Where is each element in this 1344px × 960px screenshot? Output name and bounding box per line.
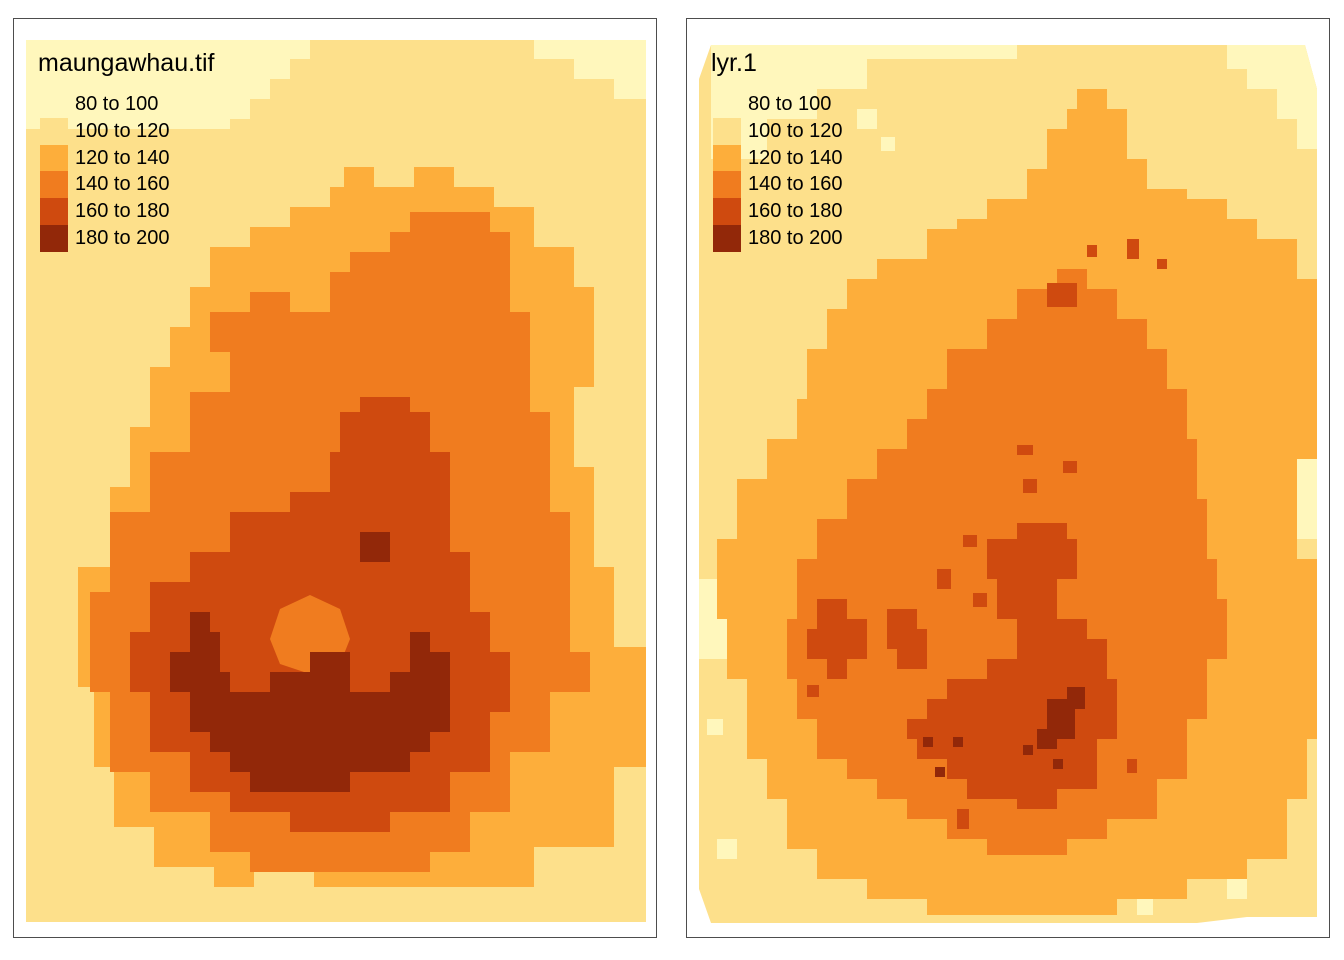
- legend-swatch: [40, 91, 68, 118]
- legend-swatch: [40, 171, 68, 199]
- legend-swatch: [713, 198, 741, 225]
- legend-swatch: [713, 117, 741, 145]
- band-180-200-spot: [360, 532, 390, 562]
- legend-label: 80 to 100: [748, 93, 832, 115]
- legend-label: 140 to 160: [75, 173, 170, 196]
- map-title: lyr.1: [711, 49, 757, 77]
- legend-label: 160 to 180: [748, 200, 843, 223]
- legend-label: 100 to 120: [748, 119, 843, 142]
- elevation-raster-maungawhau: [26, 40, 646, 922]
- band-180-200-patches: [923, 687, 1085, 777]
- legend-swatch: [713, 224, 741, 252]
- map-panel-maungawhau: maungawhau.tif 80 to 100 100 to 120 120 …: [13, 18, 657, 938]
- legend-swatch: [713, 171, 741, 199]
- legend-label: 80 to 100: [75, 93, 159, 115]
- legend-swatch: [713, 144, 741, 172]
- legend-label: 120 to 140: [75, 146, 170, 169]
- legend-label: 160 to 180: [75, 200, 170, 223]
- map-panel-lyr1: lyr.1 80 to 100 100 to 120 120 to 140 14…: [686, 18, 1330, 938]
- legend-label: 180 to 200: [75, 226, 170, 249]
- legend-swatch: [40, 224, 68, 252]
- legend-swatch: [40, 198, 68, 225]
- legend-label: 120 to 140: [748, 146, 843, 169]
- band-180-200: [170, 612, 450, 792]
- legend-swatch: [713, 91, 741, 118]
- band-80-100: [26, 40, 646, 129]
- legend-label: 100 to 120: [75, 119, 170, 142]
- map-title: maungawhau.tif: [38, 49, 215, 77]
- band-160-180-patches: [807, 239, 1167, 829]
- elevation-raster-lyr1: [699, 45, 1317, 923]
- legend-label: 180 to 200: [748, 226, 843, 249]
- legend-swatch: [40, 144, 68, 172]
- legend-swatch: [40, 117, 68, 145]
- legend-label: 140 to 160: [748, 173, 843, 196]
